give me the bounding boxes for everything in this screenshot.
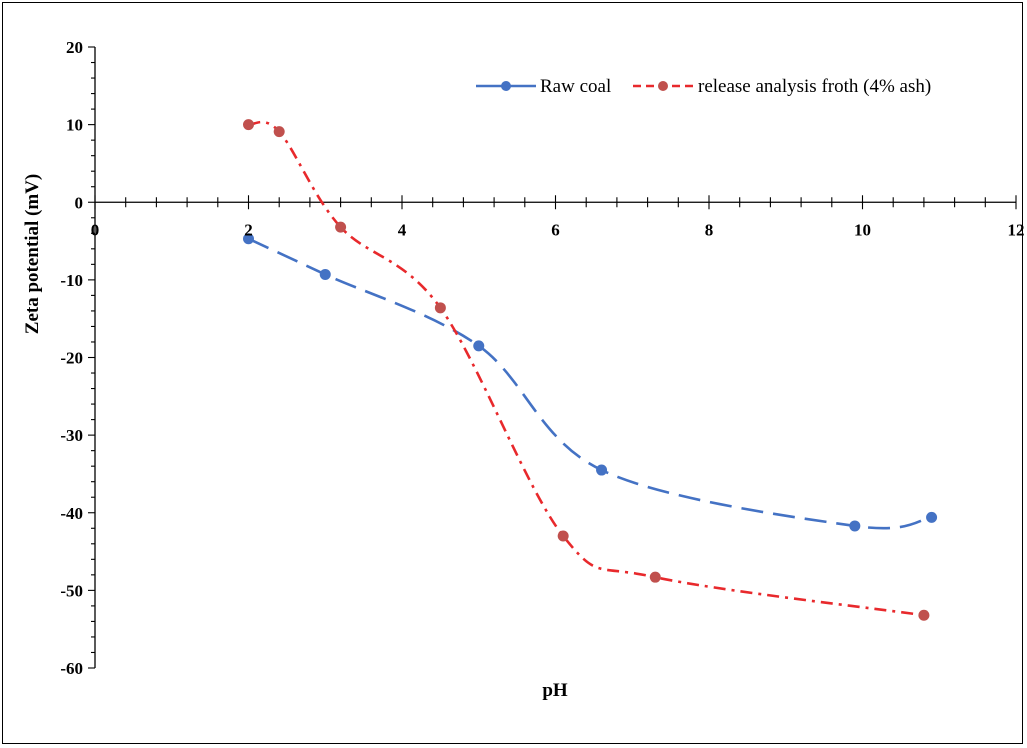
axes — [88, 46, 1017, 669]
y-tick-label: 0 — [75, 193, 84, 212]
y-tick-label: -40 — [60, 504, 83, 523]
raw-coal-point — [319, 268, 331, 280]
raw-coal-curve — [247, 237, 932, 530]
raw-coal-point — [596, 464, 608, 476]
legend-marker-raw-coal — [501, 81, 511, 91]
release-froth-point — [335, 221, 347, 233]
release-froth-point — [243, 119, 254, 131]
legend: Raw coal release analysis froth (4% ash) — [476, 76, 931, 97]
tick-labels: 20 10 0 -10 -20 -30 -40 -50 -60 0 2 4 6 8 10 12 — [60, 38, 1024, 678]
y-tick-label: -10 — [60, 271, 83, 290]
x-axis-title: pH — [542, 680, 568, 701]
x-tick-label: 6 — [551, 220, 560, 239]
legend-label-raw-coal: Raw coal — [540, 76, 611, 97]
y-tick-label: 20 — [66, 38, 83, 57]
release-froth-point — [434, 302, 446, 314]
release-froth-curve — [248, 120, 925, 617]
legend-label-release-froth: release analysis froth (4% ash) — [698, 76, 931, 97]
x-tick-label: 4 — [398, 220, 407, 239]
y-tick-label: -50 — [60, 581, 83, 600]
x-tick-label: 8 — [705, 220, 714, 239]
x-tick-label: 10 — [854, 220, 871, 239]
y-axis-title: Zeta potential (mV) — [22, 174, 43, 334]
raw-coal-point — [926, 511, 938, 523]
x-tick-label: 12 — [1008, 220, 1025, 239]
release-froth-point — [918, 609, 930, 621]
raw-coal-point — [849, 520, 861, 532]
y-tick-label: -20 — [60, 349, 83, 368]
release-froth-point — [557, 530, 569, 542]
x-tick-label: 2 — [244, 220, 253, 239]
legend-marker-release-froth — [658, 81, 668, 91]
y-tick-label: -30 — [60, 426, 83, 445]
release-froth-point — [273, 126, 285, 138]
raw-coal-point — [243, 233, 254, 245]
raw-coal-point — [473, 340, 485, 352]
y-tick-label: 10 — [66, 116, 83, 135]
y-tick-label: -60 — [60, 659, 83, 678]
x-tick-label: 0 — [91, 220, 100, 239]
release-froth-point — [649, 571, 661, 583]
series-markers — [243, 119, 938, 621]
series-curves — [247, 120, 932, 617]
